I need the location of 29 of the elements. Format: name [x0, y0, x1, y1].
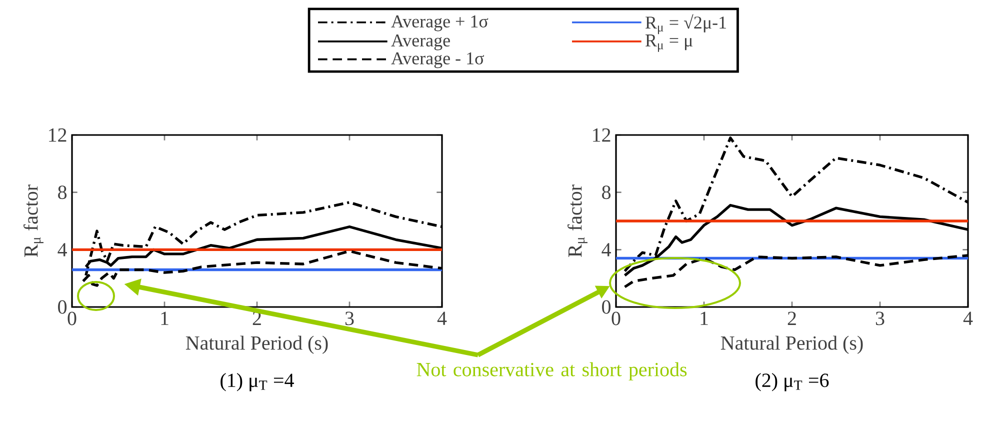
- y-tick-label: 12: [49, 128, 66, 142]
- text: (2) μ$_{T}$ =6: [756, 373, 829, 392]
- legend-label: R$_{μ}$ = μ: [645, 34, 692, 52]
- y-tick-label: 4: [58, 243, 67, 256]
- x-axis-title: Natural Period (s): [186, 336, 328, 354]
- y-tick-label: 0: [602, 300, 611, 314]
- y-tick-label: 0: [58, 300, 67, 314]
- x-axis-title: Natural Period (s): [720, 336, 863, 354]
- legend-label: Average + 1σ: [391, 15, 488, 32]
- legend-label: R$_{μ}$ = √2μ-1: [645, 14, 726, 34]
- x-tick-label: 0: [68, 312, 76, 326]
- legend-label: Average - 1σ: [391, 52, 484, 68]
- text: (1) μ$_{T}$ =4: [220, 373, 294, 392]
- x-tick-label: 3: [345, 312, 354, 326]
- y-tick-label: 8: [602, 186, 611, 200]
- x-tick-label: 1: [700, 312, 708, 325]
- x-tick-label: 4: [963, 312, 973, 325]
- legend-label: Average: [391, 34, 450, 50]
- x-tick-label: 3: [876, 312, 884, 326]
- y-tick-label: 4: [602, 243, 611, 256]
- x-tick-label: 0: [612, 312, 620, 326]
- x-tick-label: 4: [437, 312, 447, 325]
- x-tick-label: 2: [788, 312, 796, 325]
- x-tick-label: 1: [161, 312, 168, 325]
- text: Not conservative at short periods: [416, 362, 687, 380]
- y-tick-label: 8: [58, 186, 67, 200]
- y-tick-label: 12: [593, 128, 610, 142]
- y-axis-title: R$_{μ}$ factor: [24, 184, 44, 257]
- y-axis-title: R$_{μ}$ factor: [568, 184, 588, 257]
